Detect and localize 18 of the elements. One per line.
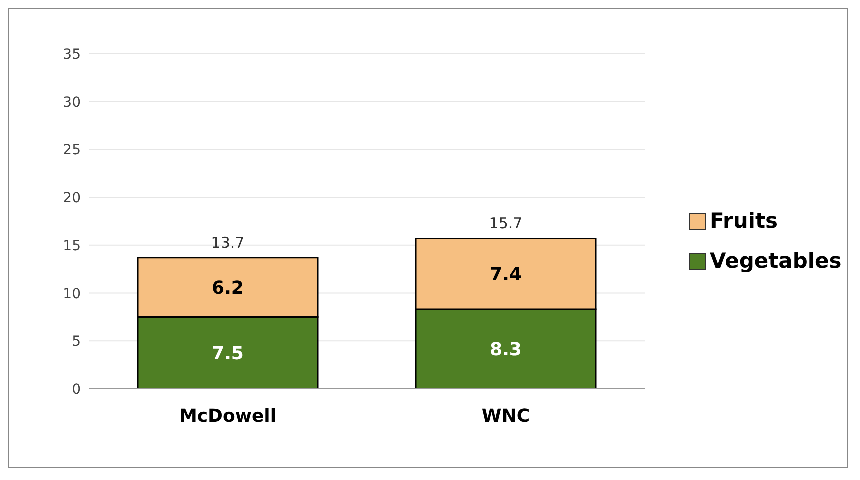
y-tick-label: 35 xyxy=(63,46,81,63)
data-label: 8.3 xyxy=(490,340,522,361)
y-tick-label: 5 xyxy=(72,334,81,350)
y-tick-label: 25 xyxy=(63,142,81,159)
y-tick-label: 20 xyxy=(63,190,81,207)
legend-label: Vegetables xyxy=(710,249,842,273)
y-tick-label: 10 xyxy=(63,286,81,302)
total-label: 13.7 xyxy=(211,234,245,252)
data-label: 6.2 xyxy=(212,278,244,299)
data-label: 7.4 xyxy=(490,264,522,286)
legend-label: Fruits xyxy=(710,209,778,233)
y-tick-label: 0 xyxy=(72,382,81,398)
total-label: 15.7 xyxy=(489,214,523,233)
y-tick-label: 30 xyxy=(63,94,81,111)
data-label: 7.5 xyxy=(212,343,244,364)
x-tick-label: McDowell xyxy=(179,406,277,427)
y-tick-label: 15 xyxy=(63,238,81,254)
x-tick-label: WNC xyxy=(482,406,530,427)
